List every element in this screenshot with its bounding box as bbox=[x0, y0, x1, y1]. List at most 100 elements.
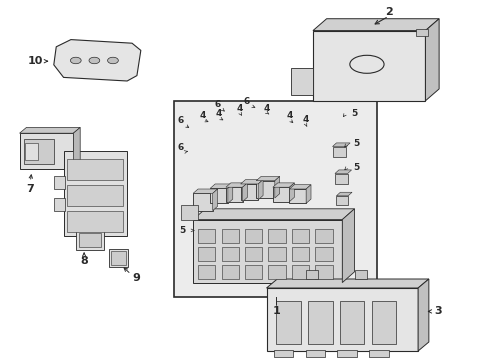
Bar bbox=[221, 247, 238, 261]
Polygon shape bbox=[312, 19, 438, 31]
Bar bbox=[307, 301, 332, 344]
Bar bbox=[244, 229, 262, 243]
Bar bbox=[337, 350, 356, 357]
Polygon shape bbox=[274, 176, 279, 198]
Bar bbox=[312, 31, 425, 101]
Bar bbox=[111, 251, 125, 265]
Text: 7: 7 bbox=[26, 184, 34, 194]
Bar bbox=[67, 159, 123, 180]
Polygon shape bbox=[289, 183, 294, 202]
Text: 6: 6 bbox=[214, 100, 220, 109]
Polygon shape bbox=[342, 209, 354, 283]
Bar bbox=[193, 220, 342, 283]
Text: 3: 3 bbox=[433, 306, 441, 316]
Polygon shape bbox=[425, 19, 438, 101]
Polygon shape bbox=[332, 143, 349, 147]
Text: 2: 2 bbox=[384, 7, 392, 17]
Text: 5: 5 bbox=[179, 226, 184, 235]
Bar bbox=[268, 265, 285, 279]
Bar bbox=[20, 133, 73, 169]
Bar bbox=[290, 68, 312, 95]
Bar bbox=[256, 181, 274, 198]
Bar bbox=[54, 198, 64, 211]
Polygon shape bbox=[305, 185, 310, 203]
Polygon shape bbox=[334, 170, 351, 174]
Bar bbox=[76, 230, 104, 250]
Bar bbox=[221, 265, 238, 279]
Bar bbox=[289, 189, 305, 203]
Polygon shape bbox=[20, 127, 80, 133]
Text: 4: 4 bbox=[236, 104, 243, 112]
Bar bbox=[415, 29, 427, 36]
Bar bbox=[268, 229, 285, 243]
Ellipse shape bbox=[107, 57, 118, 64]
Bar bbox=[108, 249, 128, 267]
Polygon shape bbox=[210, 184, 232, 188]
Bar bbox=[315, 265, 332, 279]
Polygon shape bbox=[336, 192, 351, 196]
Bar bbox=[67, 211, 123, 232]
Polygon shape bbox=[54, 40, 141, 81]
Text: 4: 4 bbox=[285, 111, 292, 120]
Text: 4: 4 bbox=[302, 115, 308, 124]
Bar bbox=[336, 196, 347, 205]
Bar bbox=[198, 247, 215, 261]
Text: 5: 5 bbox=[352, 139, 358, 148]
Bar bbox=[225, 187, 242, 202]
Bar bbox=[240, 184, 258, 200]
Bar bbox=[276, 301, 300, 344]
Bar bbox=[334, 174, 347, 184]
Text: 6: 6 bbox=[178, 116, 183, 125]
Polygon shape bbox=[73, 127, 80, 169]
Polygon shape bbox=[272, 183, 294, 187]
Bar bbox=[272, 187, 289, 202]
Text: 10: 10 bbox=[28, 56, 43, 66]
Bar bbox=[268, 247, 285, 261]
Polygon shape bbox=[193, 189, 217, 193]
Bar bbox=[54, 176, 64, 189]
Text: 1: 1 bbox=[272, 306, 280, 316]
Text: 6: 6 bbox=[244, 97, 249, 106]
Bar bbox=[315, 247, 332, 261]
Polygon shape bbox=[240, 180, 263, 184]
Polygon shape bbox=[212, 189, 217, 211]
Text: 4: 4 bbox=[199, 111, 206, 120]
Text: 5: 5 bbox=[352, 163, 358, 172]
Bar bbox=[244, 265, 262, 279]
Bar bbox=[210, 188, 227, 203]
Bar bbox=[244, 247, 262, 261]
Bar bbox=[67, 185, 123, 206]
Ellipse shape bbox=[70, 57, 81, 64]
Bar bbox=[291, 229, 308, 243]
Bar bbox=[354, 270, 366, 279]
Bar bbox=[332, 147, 346, 157]
Text: 4: 4 bbox=[263, 104, 269, 112]
Polygon shape bbox=[242, 183, 247, 202]
Text: 6: 6 bbox=[178, 143, 183, 152]
Polygon shape bbox=[227, 184, 232, 203]
Bar bbox=[193, 193, 212, 211]
Bar bbox=[291, 265, 308, 279]
Bar bbox=[315, 229, 332, 243]
Text: 9: 9 bbox=[132, 273, 140, 283]
Bar bbox=[221, 229, 238, 243]
Bar bbox=[371, 301, 395, 344]
Bar bbox=[266, 288, 417, 351]
Polygon shape bbox=[266, 279, 428, 288]
Ellipse shape bbox=[89, 57, 100, 64]
Polygon shape bbox=[256, 176, 279, 181]
Bar bbox=[305, 350, 325, 357]
Polygon shape bbox=[258, 180, 263, 200]
Bar bbox=[181, 205, 198, 220]
Bar bbox=[79, 233, 101, 247]
Bar bbox=[368, 350, 388, 357]
Text: 5: 5 bbox=[351, 109, 357, 118]
Polygon shape bbox=[193, 209, 354, 220]
Bar bbox=[339, 301, 364, 344]
Bar bbox=[63, 151, 127, 236]
Bar bbox=[291, 247, 308, 261]
Bar bbox=[273, 350, 293, 357]
Bar bbox=[198, 229, 215, 243]
Polygon shape bbox=[289, 185, 310, 189]
Polygon shape bbox=[417, 279, 428, 351]
